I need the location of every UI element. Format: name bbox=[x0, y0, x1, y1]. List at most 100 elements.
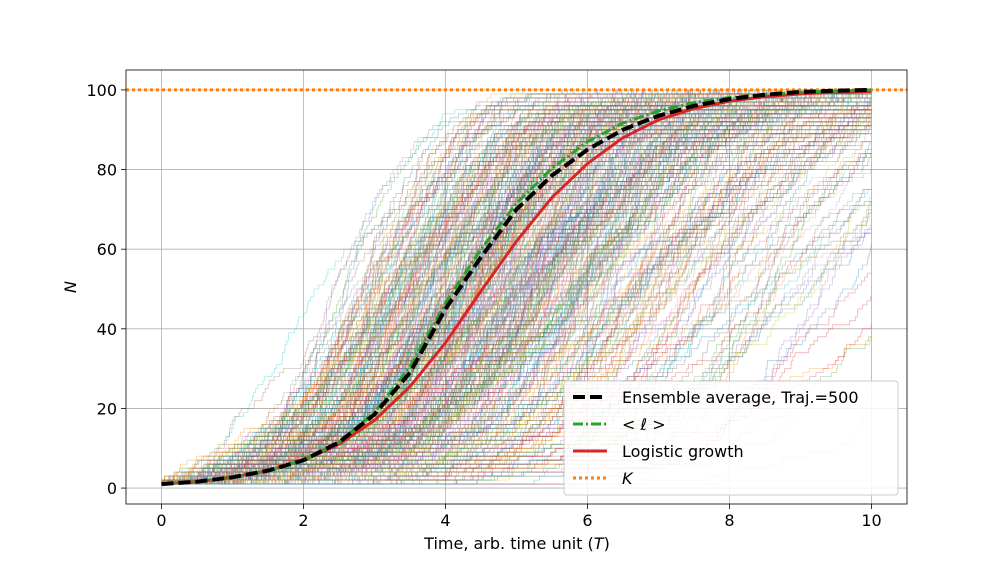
trajectory-line bbox=[161, 89, 795, 485]
trajectory-line bbox=[161, 89, 668, 485]
trajectory-line bbox=[161, 89, 632, 485]
trajectory-line bbox=[161, 97, 872, 485]
trajectory-line bbox=[161, 89, 686, 485]
trajectory-line bbox=[161, 89, 767, 485]
trajectory-line bbox=[161, 89, 848, 485]
trajectory-line bbox=[161, 89, 838, 485]
trajectory-line bbox=[161, 149, 872, 485]
trajectory-line bbox=[161, 113, 872, 485]
trajectory-line bbox=[161, 89, 645, 485]
trajectory-line bbox=[161, 89, 850, 485]
trajectory-line bbox=[161, 109, 872, 485]
trajectory-line bbox=[161, 89, 693, 485]
legend-label-mean-l: < ℓ > bbox=[622, 415, 666, 434]
trajectory-line bbox=[161, 97, 872, 485]
trajectory-line bbox=[161, 89, 791, 485]
trajectory-line bbox=[161, 105, 872, 485]
trajectory-line bbox=[161, 89, 867, 485]
trajectory-line bbox=[161, 89, 723, 485]
trajectory-line bbox=[161, 97, 872, 485]
trajectory-line bbox=[161, 109, 872, 485]
trajectory-line bbox=[161, 105, 872, 485]
trajectory-line bbox=[161, 89, 574, 485]
trajectory-line bbox=[161, 89, 778, 485]
trajectory-line bbox=[161, 89, 782, 485]
trajectory-line bbox=[161, 121, 872, 485]
trajectory-line bbox=[161, 89, 614, 485]
trajectory-line bbox=[161, 93, 872, 485]
trajectory-line bbox=[161, 101, 872, 485]
trajectory-line bbox=[161, 89, 652, 485]
trajectory-line bbox=[161, 89, 635, 485]
trajectory-line bbox=[161, 89, 718, 485]
trajectory-line bbox=[161, 93, 872, 485]
trajectory-line bbox=[161, 89, 643, 485]
trajectory-line bbox=[161, 105, 872, 485]
trajectory-line bbox=[161, 105, 872, 485]
trajectory-line bbox=[161, 93, 872, 485]
trajectory-line bbox=[161, 89, 599, 485]
trajectory-line bbox=[161, 89, 840, 485]
trajectory-line bbox=[161, 89, 844, 485]
trajectory-line bbox=[161, 97, 872, 485]
trajectory-line bbox=[161, 89, 658, 485]
trajectory-line bbox=[161, 89, 629, 485]
trajectory-line bbox=[161, 89, 794, 485]
trajectory-line bbox=[161, 89, 833, 485]
x-tick-label: 6 bbox=[582, 511, 592, 530]
trajectory-line bbox=[161, 93, 872, 485]
y-tick-label: 0 bbox=[107, 479, 117, 498]
trajectory-line bbox=[161, 89, 729, 485]
trajectory-line bbox=[161, 101, 872, 485]
trajectory-line bbox=[161, 89, 690, 485]
trajectory-line bbox=[161, 89, 863, 485]
trajectory-line bbox=[161, 89, 862, 485]
trajectory-line bbox=[161, 89, 810, 485]
trajectory-line bbox=[161, 113, 872, 485]
trajectory-line bbox=[161, 89, 789, 485]
trajectory-line bbox=[161, 89, 658, 485]
trajectory-line bbox=[161, 117, 872, 485]
trajectory-line bbox=[161, 89, 779, 485]
trajectory-line bbox=[161, 93, 872, 485]
trajectory-line bbox=[161, 89, 716, 485]
trajectory-line bbox=[161, 93, 872, 485]
trajectory-line bbox=[161, 89, 740, 485]
trajectory-line bbox=[161, 89, 807, 485]
trajectory-line bbox=[161, 89, 632, 485]
trajectory-line bbox=[161, 93, 872, 485]
trajectory-line bbox=[161, 89, 718, 485]
trajectory-line bbox=[161, 93, 872, 485]
trajectory-line bbox=[161, 89, 779, 485]
trajectory-line bbox=[161, 97, 872, 485]
trajectory-line bbox=[161, 117, 872, 485]
trajectory-line bbox=[161, 97, 872, 485]
trajectory-line bbox=[161, 89, 763, 485]
trajectory-line bbox=[161, 89, 783, 485]
trajectory-line bbox=[161, 93, 872, 485]
trajectory-line bbox=[161, 93, 872, 485]
trajectory-line bbox=[161, 93, 872, 485]
trajectory-line bbox=[161, 89, 859, 485]
trajectory-line bbox=[161, 89, 823, 485]
trajectory-line bbox=[161, 89, 709, 485]
trajectory-line bbox=[161, 89, 800, 485]
trajectory-line bbox=[161, 89, 828, 485]
trajectory-line bbox=[161, 89, 864, 485]
trajectory-line bbox=[161, 89, 759, 485]
trajectory-line bbox=[161, 93, 872, 485]
trajectory-line bbox=[161, 89, 855, 485]
trajectory-line bbox=[161, 89, 677, 485]
trajectory-line bbox=[161, 89, 689, 485]
trajectory-line bbox=[161, 89, 701, 485]
trajectory-line bbox=[161, 89, 872, 485]
trajectory-line bbox=[161, 89, 710, 485]
trajectory-line bbox=[161, 97, 872, 485]
trajectory-line bbox=[161, 97, 872, 485]
trajectory-line bbox=[161, 109, 872, 485]
trajectory-line bbox=[161, 113, 872, 485]
trajectory-line bbox=[161, 93, 872, 485]
trajectory-line bbox=[161, 89, 600, 485]
trajectory-line bbox=[161, 89, 637, 485]
trajectory-line bbox=[161, 89, 668, 485]
